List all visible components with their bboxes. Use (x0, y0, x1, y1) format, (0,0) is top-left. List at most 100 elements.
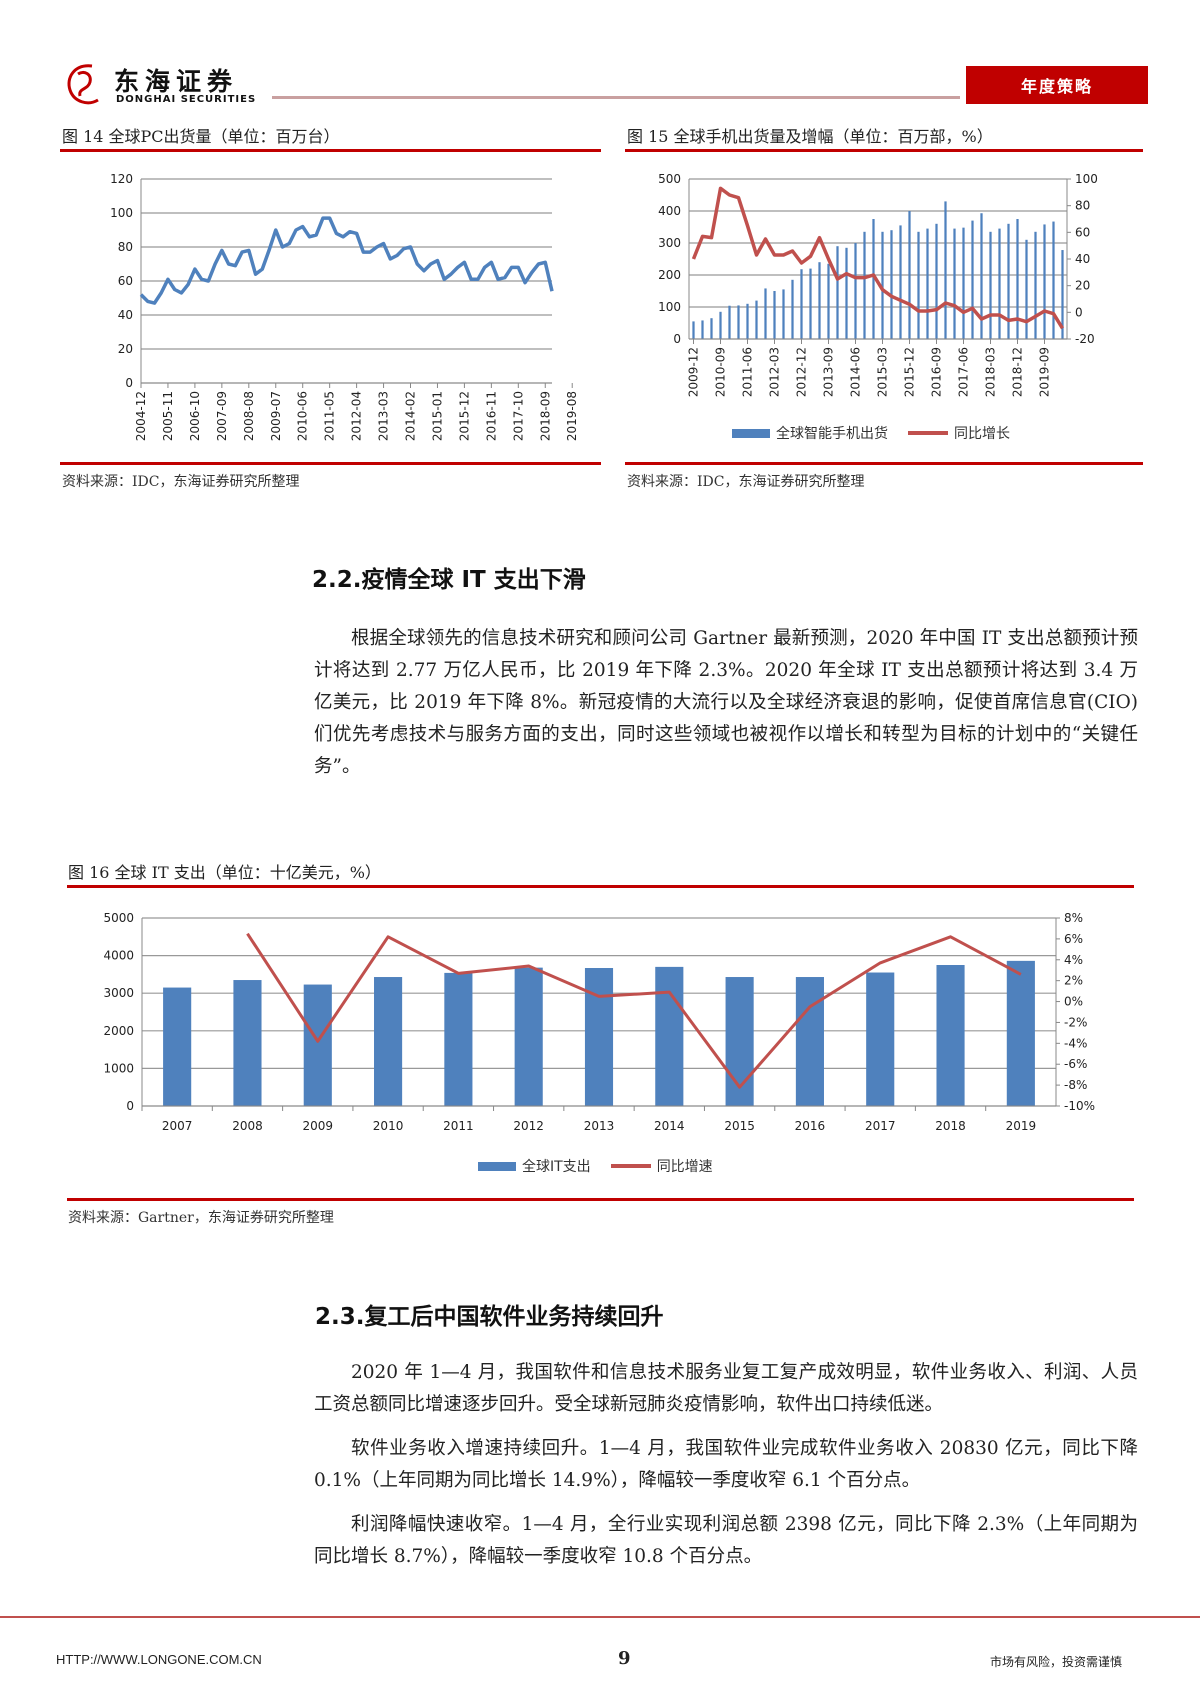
y2-tick-label: 100 (1075, 172, 1098, 186)
y-tick-label: 0 (125, 376, 133, 390)
x-tick-label: 2015-01 (430, 391, 444, 441)
bar (1043, 224, 1046, 339)
x-tick-label: 2005-11 (161, 391, 175, 441)
x-tick-label: 2006-10 (188, 391, 202, 441)
fig14-top-rule (60, 149, 601, 152)
y2-tick-label: 8% (1064, 911, 1083, 925)
series-line (139, 216, 554, 305)
y2-tick-label: -8% (1064, 1078, 1087, 1092)
y2-tick-label: 60 (1075, 225, 1090, 239)
y-tick-label: 1000 (103, 1061, 134, 1075)
bar (1034, 231, 1037, 339)
x-tick-label: 2015 (724, 1119, 755, 1133)
fig16-source: 资料来源：Gartner，东海证券研究所整理 (68, 1210, 334, 1226)
bar (827, 263, 830, 339)
fig16-top-rule (67, 885, 1134, 888)
bar (746, 303, 749, 339)
section-2-3-body: 2020 年 1—4 月，我国软件和信息技术服务业复工复产成效明显，软件业务收入… (314, 1357, 1138, 1573)
y-tick-label: 300 (658, 236, 681, 250)
bar (809, 268, 812, 339)
y2-tick-label: 20 (1075, 279, 1090, 293)
bar (899, 225, 902, 339)
fig14-bottom-rule (60, 462, 601, 465)
x-tick-label: 2009-07 (269, 391, 283, 441)
y-tick-label: 2000 (103, 1024, 134, 1038)
bar (845, 247, 848, 339)
bar (872, 219, 875, 339)
x-tick-label: 2011-05 (323, 391, 337, 441)
x-tick-label: 2018-03 (984, 347, 998, 397)
x-tick-label: 2012-03 (768, 347, 782, 397)
y-tick-label: 4000 (103, 949, 134, 963)
bar (1052, 221, 1055, 339)
bar (773, 291, 776, 339)
y-tick-label: 0 (126, 1099, 134, 1113)
bar (989, 231, 992, 339)
logo-chinese: 东海证券 (114, 67, 239, 96)
x-tick-label: 2014-02 (404, 391, 418, 441)
y2-tick-label: 4% (1064, 953, 1083, 967)
bar (836, 246, 839, 339)
bar (782, 289, 785, 339)
bar (710, 318, 713, 339)
y-tick-label: 3000 (103, 986, 134, 1000)
fig16-chart: 0 1000 2000 3000 4000 5000 -10% -8% -6% -4% -2% 0% 2… (103, 911, 1095, 1133)
bar (795, 977, 824, 1106)
fig14-title: 图 14 全球PC出货量（单位：百万台） (62, 127, 340, 146)
bar (944, 201, 947, 339)
bar (998, 228, 1001, 339)
bar (854, 243, 857, 339)
x-tick-label: 2011 (443, 1119, 474, 1133)
y2-tick-label: 40 (1075, 252, 1090, 266)
y2-tick-label: 6% (1064, 932, 1083, 946)
section-2-3-heading: 2.3.复工后中国软件业务持续回升 (315, 1304, 664, 1330)
x-tick-label: 2015-12 (903, 347, 917, 397)
footer-disclaimer: 市场有风险，投资需谨慎 (990, 1655, 1123, 1669)
y2-tick-label: -2% (1064, 1015, 1087, 1029)
y2-tick-label: -6% (1064, 1057, 1087, 1071)
x-tick-label: 2019-09 (1038, 347, 1052, 397)
x-tick-label: 2016-11 (484, 391, 498, 441)
fig15-top-rule (625, 149, 1143, 152)
bar (1061, 250, 1064, 339)
legend-bar-swatch (478, 1161, 516, 1171)
bar (755, 300, 758, 339)
x-tick-label: 2017-06 (957, 347, 971, 397)
paragraph: 利润降幅快速收窄。1—4 月，全行业实现利润总额 2398 亿元，同比下降 2.… (314, 1514, 1138, 1567)
bar (1016, 219, 1019, 339)
y-tick-label: 100 (658, 300, 681, 314)
x-tick-label: 2012-12 (795, 347, 809, 397)
y2-tick-label: 0 (1075, 305, 1083, 319)
y-tick-label: 20 (118, 342, 133, 356)
y2-tick-label: 2% (1064, 974, 1083, 988)
fig15-source: 资料来源：IDC，东海证券研究所整理 (627, 474, 865, 490)
bar (980, 213, 983, 339)
x-tick-label: 2008-08 (242, 391, 256, 441)
fig15-chart: 0 100 200 300 400 500 -20 0 20 40 60 80 100 2009-12 20… (658, 172, 1098, 397)
bar (444, 972, 473, 1106)
fig16-bottom-rule (67, 1198, 1134, 1201)
dragon-logo-icon (67, 64, 99, 105)
bar (881, 231, 884, 339)
bar (791, 279, 794, 339)
fig15-bottom-rule (625, 462, 1143, 465)
x-tick-label: 2011-06 (741, 347, 755, 397)
bar (953, 228, 956, 339)
legend-line-swatch (610, 1164, 651, 1168)
bar (737, 305, 740, 339)
x-tick-label: 2017-10 (511, 391, 525, 441)
y-tick-label: 0 (673, 332, 681, 346)
paragraph: 根据全球领先的信息技术研究和顾问公司 Gartner 最新预测，2020 年中国… (314, 628, 1138, 777)
bar (655, 966, 684, 1106)
y2-tick-label: -4% (1064, 1036, 1087, 1050)
bar (701, 320, 704, 339)
bar (728, 305, 731, 339)
page-number: 9 (618, 1648, 631, 1669)
bar (719, 311, 722, 339)
x-tick-label: 2013-03 (377, 391, 391, 441)
x-tick-label: 2012-04 (350, 391, 364, 441)
bar (764, 288, 767, 339)
y-tick-label: 60 (118, 274, 133, 288)
y-tick-label: 120 (110, 172, 133, 186)
footer-website-link[interactable]: HTTP://WWW.LONGONE.COM.CN (56, 1652, 262, 1667)
